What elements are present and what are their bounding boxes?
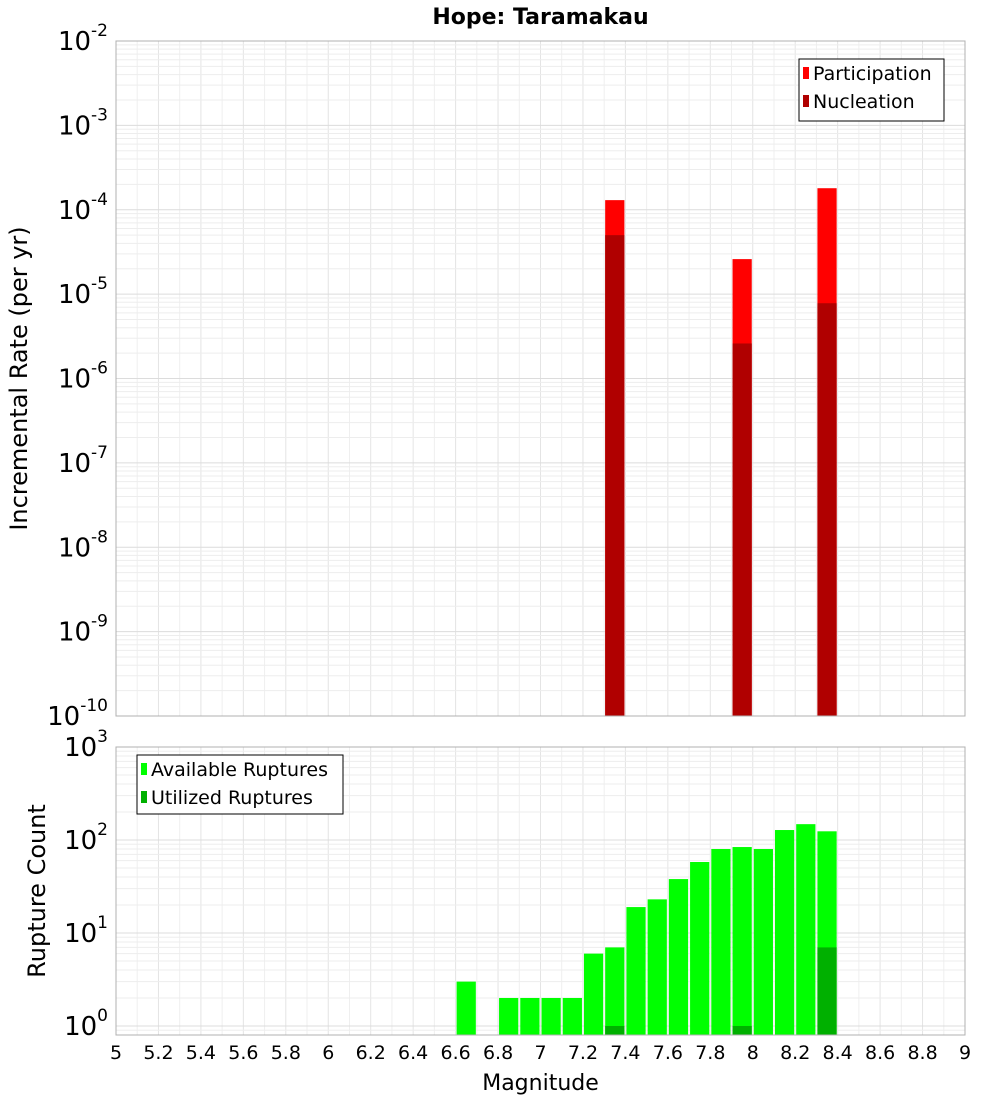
y-tick-label: 10-4 (58, 190, 108, 226)
bar-available-ruptures (605, 947, 625, 1035)
x-tick-label: 8 (747, 1042, 759, 1064)
x-tick-label: 8.6 (865, 1042, 895, 1064)
legend-label: Utilized Ruptures (151, 787, 313, 809)
legend-swatch (803, 95, 809, 107)
bar-available-ruptures (774, 830, 795, 1035)
y-axis-label: Rupture Count (23, 804, 51, 978)
bar-nucleation (817, 303, 837, 716)
x-tick-label: 6.4 (398, 1042, 428, 1064)
legend-swatch (141, 763, 147, 775)
bar-available-ruptures (541, 997, 561, 1035)
x-tick-label: 7.2 (568, 1042, 598, 1064)
y-tick-label: 100 (64, 1006, 108, 1042)
legend: Available Ruptures Utilized Ruptures (136, 754, 344, 815)
bar-utilized-ruptures (817, 947, 837, 1035)
x-tick-label: 7 (534, 1042, 546, 1064)
bar-nucleation (732, 343, 752, 716)
legend-label: Nucleation (813, 91, 915, 113)
bar-available-ruptures (520, 997, 540, 1035)
bar-available-ruptures (499, 997, 519, 1035)
bar-available-ruptures (753, 849, 773, 1035)
bar-available-ruptures (583, 953, 604, 1035)
bar-available-ruptures (562, 997, 582, 1035)
x-tick-label: 8.2 (780, 1042, 810, 1064)
x-tick-label: 5 (110, 1042, 122, 1064)
x-tick-label: 7.6 (653, 1042, 683, 1064)
legend-swatch (141, 791, 147, 803)
legend-label: Participation (813, 63, 932, 85)
y-axis-label: Incremental Rate (per yr) (5, 226, 33, 530)
plot-panel-1: 10-10 10-9 10-8 10-7 10-6 10-5 10-4 10-3 10-2 Inc… (5, 5, 966, 732)
y-tick-label: 10-8 (58, 527, 108, 563)
x-tick-label: 5.6 (228, 1042, 258, 1064)
x-tick-label: 8.4 (823, 1042, 853, 1064)
x-tick-label: 6.2 (356, 1042, 386, 1064)
y-tick-label: 10-7 (58, 443, 108, 479)
y-tick-label: 10-9 (58, 612, 108, 648)
x-tick-label: 7.8 (695, 1042, 725, 1064)
legend-box (798, 58, 945, 122)
bar-available-ruptures (456, 981, 476, 1035)
bar-utilized-ruptures (605, 1025, 625, 1035)
bar-available-ruptures (690, 861, 710, 1035)
bar-utilized-ruptures (732, 1025, 752, 1035)
x-tick-label: 8.8 (907, 1042, 937, 1064)
x-tick-label: 6.8 (483, 1042, 513, 1064)
y-tick-label: 10-6 (58, 359, 108, 395)
y-tick-label: 102 (64, 820, 108, 856)
y-tick-label: 10-2 (58, 21, 108, 57)
legend: Participation Nucleation (798, 58, 945, 122)
y-tick-label: 10-3 (58, 105, 108, 141)
x-tick-label: 9 (959, 1042, 971, 1064)
x-tick-label: 7.4 (610, 1042, 640, 1064)
x-tick-label: 6.6 (440, 1042, 470, 1064)
legend-box (136, 754, 344, 815)
bar-available-ruptures (668, 879, 689, 1035)
x-tick-label: 5.8 (271, 1042, 301, 1064)
bar-available-ruptures (796, 824, 816, 1035)
y-tick-label: 10-10 (47, 696, 108, 732)
x-tick-label: 5.4 (186, 1042, 216, 1064)
x-tick-label: 5.2 (143, 1042, 173, 1064)
chart-title: Hope: Taramakau (432, 5, 648, 30)
y-tick-label: 101 (64, 913, 108, 949)
legend-swatch (803, 67, 809, 79)
y-tick-label: 10-5 (58, 274, 108, 310)
legend-label: Available Ruptures (151, 759, 328, 781)
x-tick-label: 6 (322, 1042, 334, 1064)
plot-frame (115, 40, 966, 717)
bar-available-ruptures (732, 847, 752, 1035)
bar-available-ruptures (711, 849, 731, 1035)
bar-nucleation (605, 235, 625, 716)
plot-frame (115, 746, 966, 1036)
bar-available-ruptures (647, 899, 667, 1035)
bar-available-ruptures (626, 907, 646, 1035)
x-axis-label: Magnitude (482, 1071, 599, 1096)
y-tick-label: 103 (64, 727, 108, 763)
